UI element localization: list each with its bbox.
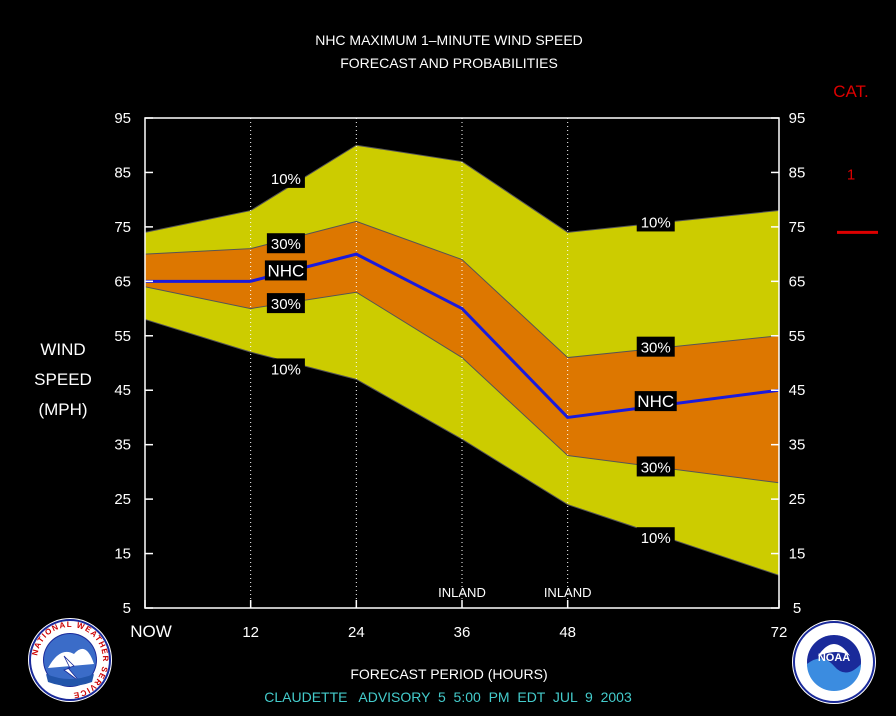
band-label-box [266, 233, 305, 254]
category-scale: 1 [837, 166, 878, 234]
noaa-logo: NOAA [792, 620, 876, 704]
y-tick-label-left: 5 [123, 600, 131, 617]
y-tick-label-left: 35 [114, 437, 131, 454]
y-tick-label-left: 55 [114, 328, 131, 345]
x-axis-label: FORECAST PERIOD (HOURS) [350, 666, 547, 682]
band-label: 10% [271, 171, 301, 188]
y-axis-label-line-2: SPEED [34, 370, 92, 389]
y-tick-label-right: 45 [789, 382, 806, 399]
y-tick-label-left: 75 [114, 219, 131, 236]
band-label: 10% [271, 361, 301, 378]
y-tick-label-right: 85 [789, 164, 806, 181]
y-tick-label-right: 55 [789, 328, 806, 345]
band-label: 10% [641, 214, 671, 231]
band-labels: 10% 30% NHC 30% 10% 10% 30% NHC 30% 10% [264, 167, 677, 548]
y-axis-label-line-1: WIND [40, 340, 85, 359]
series-line-1 [144, 220, 780, 359]
footer-advisory: CLAUDETTE ADVISORY 5 5:00 PM EDT JUL 9 2… [264, 689, 632, 705]
x-tick-label: 12 [242, 624, 259, 641]
band-label: NHC [637, 392, 674, 411]
band-label-box [636, 456, 675, 477]
band-label-box [636, 527, 675, 548]
inland-annotation: INLAND [544, 585, 592, 600]
y-tick-label-right: 95 [789, 110, 806, 127]
nws-logo: NATIONAL WEATHER SERVICE [28, 618, 112, 702]
band-label-box [266, 167, 305, 188]
y-tick-label-right: 25 [789, 491, 806, 508]
y-tick-label-left: 45 [114, 382, 131, 399]
x-tick-label: 48 [559, 624, 576, 641]
band-label: 30% [271, 296, 301, 313]
y-tick-label-right: 15 [789, 546, 806, 563]
y-tick-label-right: 75 [789, 219, 806, 236]
band-label-box [634, 391, 677, 412]
band-label-box [636, 336, 675, 357]
y-tick-label-left: 85 [114, 164, 131, 181]
y-tick-label-left: 25 [114, 491, 131, 508]
series-line-4 [144, 318, 780, 576]
series-line-3 [144, 286, 780, 484]
inland-annotation: INLAND [438, 585, 486, 600]
series-line-0 [144, 144, 780, 233]
y-axis-label-line-3: (MPH) [38, 400, 87, 419]
y-tick-label-right: 65 [789, 273, 806, 290]
x-tick-label: 72 [771, 624, 788, 641]
band-label-box [636, 211, 675, 232]
chart-subtitle: FORECAST AND PROBABILITIES [340, 55, 558, 71]
plot-area [144, 118, 780, 608]
band-label: 30% [271, 236, 301, 253]
noaa-logo-text: NOAA [818, 652, 850, 664]
y-tick-label-left: 65 [114, 273, 131, 290]
y-tick-label-right: 5 [793, 600, 801, 617]
category-label: 1 [847, 166, 855, 183]
y-tick-label-right: 35 [789, 437, 806, 454]
x-tick-label: 36 [454, 624, 471, 641]
chart-title: NHC MAXIMUM 1–MINUTE WIND SPEED [315, 32, 583, 48]
category-header: CAT. [833, 82, 869, 101]
band-label-box [266, 358, 305, 379]
band-label-box [266, 293, 305, 314]
x-tick-label: 24 [348, 624, 365, 641]
band-label: NHC [267, 261, 304, 280]
band-label: 10% [641, 530, 671, 547]
y-tick-label-left: 95 [114, 110, 131, 127]
y-tick-label-left: 15 [114, 546, 131, 563]
x-tick-label: NOW [130, 622, 172, 641]
band-30-percent [145, 221, 779, 483]
band-label-box [264, 260, 307, 281]
nhc-forecast-line [145, 252, 780, 419]
band-label: 30% [641, 340, 671, 357]
band-label: 30% [641, 459, 671, 476]
